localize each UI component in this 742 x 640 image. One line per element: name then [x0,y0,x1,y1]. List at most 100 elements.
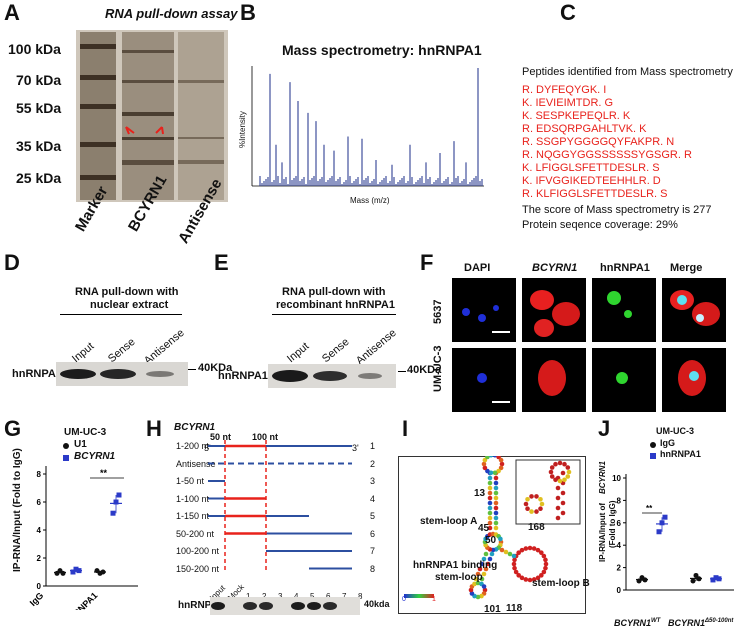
nucleotide [566,469,572,475]
nucleotide [538,496,543,502]
blot-heading: RNA pull-down with [75,286,179,298]
marker-size: 25 kDa [16,170,62,186]
nucleotide [475,594,481,600]
nucleotide [487,510,493,516]
blot-lane-label: 7 [342,592,347,601]
peptide: R. DYFEQYGK. I [522,84,607,96]
nucleotide [493,495,499,501]
inset-box [515,459,581,525]
end-label: 5' [204,443,211,453]
nucleotide [553,461,558,467]
structure-label: stem-loop B [532,578,590,589]
nucleotide [525,496,530,502]
channel-label: Merge [670,262,703,274]
nucleotide [481,461,487,467]
peptides-heading: Peptides identified from Mass spectromet… [522,66,733,78]
construct-number: 3 [370,476,376,486]
structure-label: stem-loop A [420,516,478,527]
marker-size: 35 kDa [16,138,62,154]
gene-label: BCYRN1 [174,422,216,433]
x-tick-gene: BCYRN1 [614,618,652,628]
nucleotide [527,577,533,583]
nucleotide [560,510,566,516]
nucleotide [487,475,493,481]
y-tick-label: 10 [612,474,621,483]
data-point [696,576,702,582]
legend-label: BCYRN1 [74,451,116,462]
nucleotide [523,501,529,507]
nucleotide [560,490,566,496]
nucleotide [543,557,548,563]
nucleotide [538,506,543,512]
nucleotide [487,515,493,521]
x-tick-gene: BCYRN1 [668,618,706,628]
red-arrow-icon [155,126,164,135]
nucleotide [489,551,495,557]
blot-lane-label: 6 [326,592,331,601]
protein-label: hnRNPA1 [12,368,62,380]
construct-number: 1 [370,441,376,451]
mass-spec-ylabel: %Intensity [238,111,247,148]
nucleotide [555,515,561,521]
western-blot-d [56,362,188,386]
blot-heading: nuclear extract [90,299,169,311]
legend-marker-u1 [63,443,69,449]
blot-heading: recombinant hnRNPA1 [276,299,395,311]
blot-heading: RNA pull-down with [282,286,386,298]
legend-marker-hnrnpa1 [650,453,656,459]
nucleotide [487,556,493,562]
nt-position: 101 [484,604,501,615]
nucleotide [549,474,555,479]
protein-label: hnRNPA1 [218,370,268,382]
peptide: R. KLFIGGLSFETTDESLR. S [522,188,668,200]
data-point [636,578,642,584]
data-point [710,577,716,583]
legend-label: hnRNPA1 [660,449,701,459]
nucleotide [531,546,537,551]
nucleotide [485,561,491,567]
nucleotide [539,573,544,578]
nucleotide [482,465,488,471]
x-tick-label: IgG [28,590,45,608]
data-point [690,578,696,584]
structure-label: hnRNPA1 binding [413,560,498,571]
peptide: R. NQGGYGGSSSSSSYGSGR. R [522,149,692,161]
scale-max: 1 [432,596,436,603]
nucleotide [482,587,488,593]
data-point [76,568,82,574]
nucleotide [487,520,493,526]
construct-label: 150-200 nt [176,563,220,574]
construct-number: 2 [370,458,376,469]
marker-size: 55 kDa [16,100,62,116]
scale-min: 0 [402,596,406,603]
nucleotide [488,470,494,476]
mass-spec-xlabel: Mass (m/z) [350,196,390,205]
data-point [113,499,119,505]
nucleotide [512,565,517,571]
construct-label: 50-200 nt [176,528,215,539]
significance-label: ** [646,504,653,513]
nucleotide [493,500,499,506]
nucleotide [531,577,537,582]
data-point [116,492,122,498]
nucleotide [539,501,545,507]
data-point [70,569,76,575]
y-axis-label: BCYRN1 [598,461,607,494]
legend-label: IgG [660,438,675,448]
nucleotide [493,475,499,481]
structure-label: stem-loop [435,572,483,583]
blot-lane-label: 5 [310,592,315,601]
nt-position: 13 [474,488,486,499]
nucleotide [493,485,499,491]
channel-label: BCYRN1 [532,262,578,274]
nucleotide [560,500,566,506]
nucleotide [493,490,499,496]
x-tick-sup: WT [651,618,661,624]
marker-lane [80,32,116,200]
y-tick-label: 4 [37,526,42,535]
panel-label-d: D [4,250,20,275]
cell-line-label: 5637 [432,299,444,324]
size-label: 40kda [364,599,390,609]
nucleotide [487,490,493,496]
peptide: K. IFVGGIKEDTEEHHLR. D [522,175,661,187]
